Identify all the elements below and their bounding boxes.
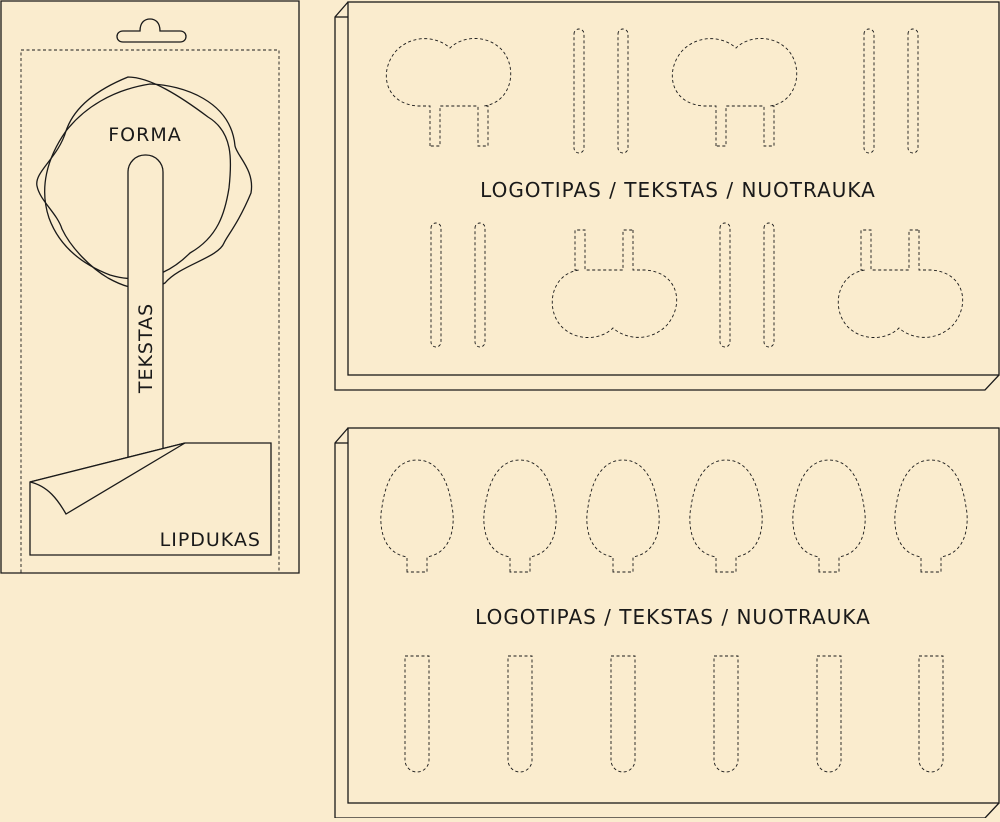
tray-bottom: LOGOTIPAS / TEKSTAS / NUOTRAUKA: [334, 427, 1000, 819]
tray-top: LOGOTIPAS / TEKSTAS / NUOTRAUKA: [334, 1, 1000, 391]
stick-label: TEKSTAS: [135, 303, 157, 394]
tray-top-face: [347, 1, 1000, 376]
sticker-label: LIPDUKAS: [160, 529, 261, 551]
tray-top-label: LOGOTIPAS / TEKSTAS / NUOTRAUKA: [480, 178, 876, 202]
hang-hole: [116, 18, 187, 43]
shape-label: FORMA: [108, 124, 181, 146]
blister-outline: [20, 49, 280, 574]
tray-bottom-label: LOGOTIPAS / TEKSTAS / NUOTRAUKA: [475, 605, 871, 629]
tray-bottom-face: [347, 427, 1000, 804]
tray-top-base: [334, 1, 1000, 391]
sticker-peel: [29, 442, 186, 515]
package-card: FORMA TEKSTAS LIPDUKAS: [0, 0, 300, 574]
